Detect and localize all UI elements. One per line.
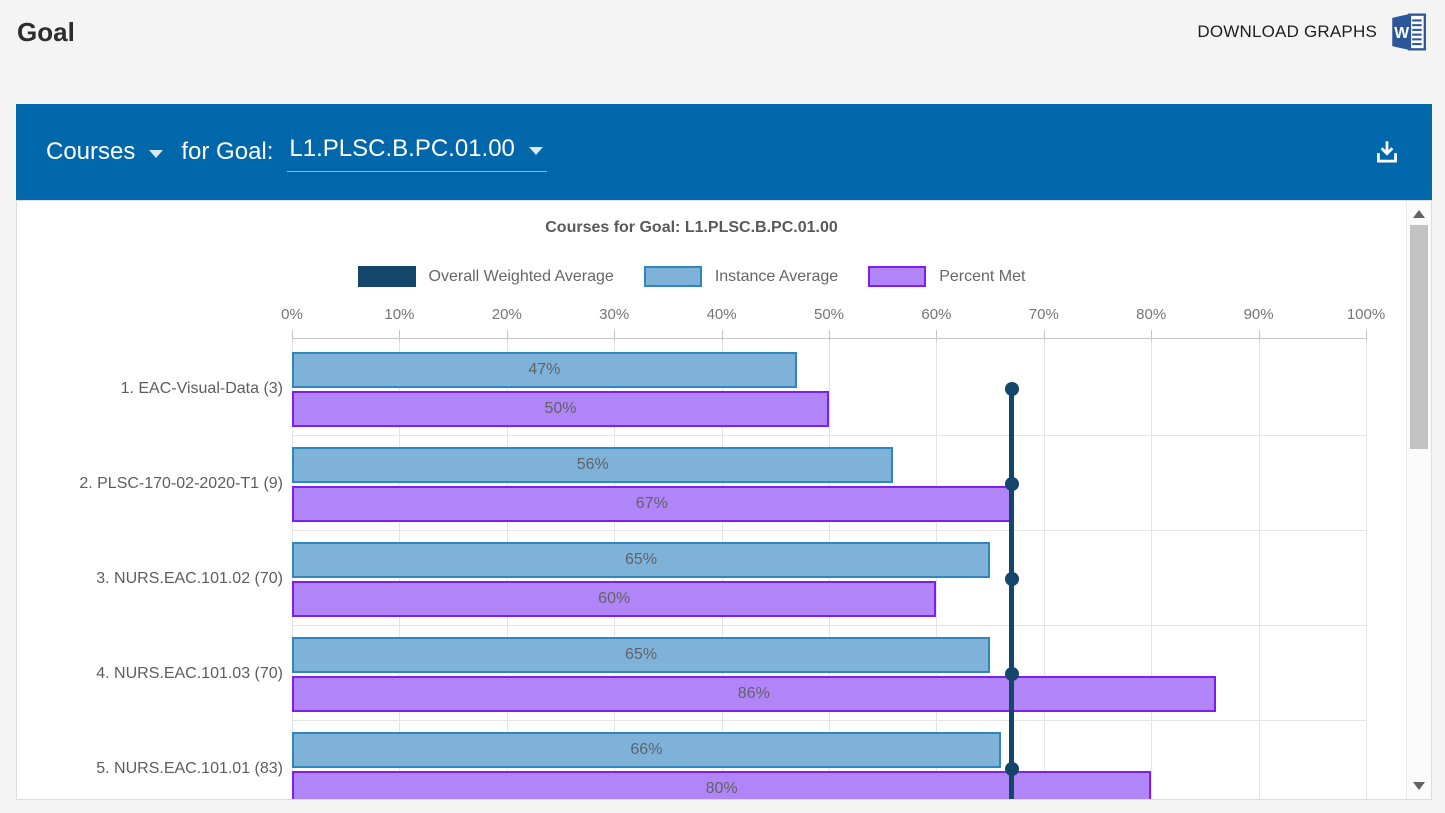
axis-tick-label: 80% <box>1136 306 1167 323</box>
chart-area: Courses for Goal: L1.PLSC.B.PC.01.00 Ove… <box>17 201 1406 799</box>
category-row: 4. NURS.EAC.101.03 (70) 65% 86% <box>17 626 1366 721</box>
category-bars: 65% 86% <box>292 626 1366 721</box>
axis-tick-mark <box>1258 330 1260 341</box>
axis-tick-mark <box>292 330 293 341</box>
scroll-up-icon[interactable] <box>1413 210 1425 218</box>
plot-area: 1. EAC-Visual-Data (3) 47% 50% 2. PLSC-170-… <box>17 341 1367 799</box>
chart-legend: Overall Weighted Average Instance Average… <box>17 264 1366 289</box>
axis-tick-label: 30% <box>599 306 630 323</box>
scrollbar-thumb[interactable] <box>1410 225 1428 449</box>
category-label: 5. NURS.EAC.101.01 (83) <box>96 759 283 777</box>
vertical-scrollbar[interactable] <box>1406 201 1431 799</box>
bar-value-label: 65% <box>625 551 658 568</box>
legend-swatch-overall-weighted-average <box>357 266 416 287</box>
bar-value-label: 67% <box>635 495 668 512</box>
axis-tick-label: 60% <box>921 306 952 323</box>
axis-tick-label: 100% <box>1346 306 1386 323</box>
percent-met-bar: 67% <box>292 486 1012 522</box>
instance-average-bar: 56% <box>292 447 894 483</box>
legend-label: Instance Average <box>714 267 839 285</box>
category-row: 2. PLSC-170-02-2020-T1 (9) 56% 67% <box>17 436 1366 531</box>
category-label: 2. PLSC-170-02-2020-T1 (9) <box>79 474 283 492</box>
category-bars: 65% 60% <box>292 531 1366 626</box>
bar-value-label: 66% <box>630 741 663 758</box>
rows-container: 1. EAC-Visual-Data (3) 47% 50% 2. PLSC-170-… <box>17 341 1366 799</box>
bar-value-label: 47% <box>528 361 561 378</box>
scroll-down-icon[interactable] <box>1413 782 1425 790</box>
goal-dropdown[interactable]: L1.PLSC.B.PC.01.00 <box>287 133 547 172</box>
axis-tick-label: 40% <box>706 306 737 323</box>
percent-met-bar: 60% <box>292 581 937 617</box>
category-bars: 56% 67% <box>292 436 1366 531</box>
chart-card: Courses for Goal: L1.PLSC.B.PC.01.00 Ove… <box>16 200 1432 800</box>
axis-tick-label: 10% <box>384 306 415 323</box>
bar-value-label: 86% <box>737 685 770 702</box>
category-label: 1. EAC-Visual-Data (3) <box>120 379 283 397</box>
bar-value-label: 56% <box>576 456 609 473</box>
legend-item-percent-met[interactable]: Percent Met <box>868 266 1025 287</box>
chevron-down-icon <box>149 150 164 158</box>
axis-tick-label: 70% <box>1028 306 1059 323</box>
gridline <box>1366 341 1367 799</box>
axis-tick-label: 50% <box>813 306 845 323</box>
axis-tick-label: 90% <box>1243 306 1274 323</box>
bar-value-label: 60% <box>598 590 631 607</box>
legend-swatch-instance-average <box>643 266 702 287</box>
axis-tick-mark <box>614 330 616 341</box>
gridline <box>1151 341 1153 799</box>
percent-met-bar: 50% <box>292 391 829 427</box>
percent-met-bar: 80% <box>292 771 1152 799</box>
instance-average-bar: 65% <box>292 637 991 673</box>
category-row: 1. EAC-Visual-Data (3) 47% 50% <box>17 341 1366 436</box>
entity-dropdown-label: Courses <box>46 138 136 165</box>
axis-tick-mark <box>506 330 508 341</box>
category-row: 3. NURS.EAC.101.02 (70) 65% 60% <box>17 531 1366 626</box>
x-axis <box>292 324 1367 341</box>
x-axis-labels: 0% 10% 20% 30% 40% 50% 60% 70% 80% 90% 100% <box>281 306 1385 324</box>
page-header: Goal DOWNLOAD GRAPHS W <box>0 0 1445 104</box>
goal-panel-header: Courses for Goal: L1.PLSC.B.PC.01.00 <box>16 104 1432 200</box>
axis-tick-label: 0% <box>281 306 303 323</box>
panel-title: Courses for Goal: L1.PLSC.B.PC.01.00 <box>46 133 547 172</box>
chart-title: Courses for Goal: L1.PLSC.B.PC.01.00 <box>545 219 838 236</box>
legend-swatch-percent-met <box>868 266 927 287</box>
download-icon <box>1377 141 1397 163</box>
category-label: 3. NURS.EAC.101.02 (70) <box>96 569 283 587</box>
chevron-down-icon <box>528 146 543 155</box>
axis-tick-mark <box>829 330 830 341</box>
for-goal-label: for Goal: <box>181 138 274 165</box>
axis-tick-label: 20% <box>491 306 522 323</box>
gridline <box>1043 341 1045 799</box>
bar-value-label: 50% <box>544 400 577 417</box>
axis-tick-mark <box>721 330 723 341</box>
bar-value-label: 65% <box>625 646 658 663</box>
instance-average-bar: 66% <box>292 732 1001 768</box>
legend-item-overall-weighted-average[interactable]: Overall Weighted Average <box>357 266 614 287</box>
download-chart-button[interactable] <box>1372 137 1402 167</box>
axis-tick-mark <box>1043 330 1045 341</box>
instance-average-bar: 47% <box>292 352 797 388</box>
percent-met-bar: 86% <box>292 676 1216 712</box>
axis-tick-mark <box>399 330 401 341</box>
category-bars: 47% 50% <box>292 341 1366 436</box>
word-doc-icon: W <box>1387 11 1429 53</box>
svg-text:W: W <box>1394 25 1409 42</box>
gridline <box>1258 341 1260 799</box>
axis-tick-mark <box>1366 330 1367 341</box>
bar-value-label: 80% <box>705 780 738 797</box>
download-graphs-button[interactable]: DOWNLOAD GRAPHS W <box>1197 11 1429 53</box>
page-title: Goal <box>17 17 75 47</box>
download-graphs-label: DOWNLOAD GRAPHS <box>1197 22 1377 41</box>
legend-label: Percent Met <box>939 267 1026 285</box>
category-bars: 66% 80% <box>292 721 1366 799</box>
category-label: 4. NURS.EAC.101.03 (70) <box>96 664 283 682</box>
axis-tick-mark <box>1151 330 1153 341</box>
category-row: 5. NURS.EAC.101.01 (83) 66% 80% <box>17 721 1366 799</box>
legend-label: Overall Weighted Average <box>428 267 614 285</box>
entity-dropdown[interactable]: Courses <box>46 138 164 166</box>
instance-average-bar: 65% <box>292 542 991 578</box>
legend-item-instance-average[interactable]: Instance Average <box>643 266 839 287</box>
axis-tick-mark <box>936 330 938 341</box>
goal-dropdown-value: L1.PLSC.B.PC.01.00 <box>289 134 515 162</box>
